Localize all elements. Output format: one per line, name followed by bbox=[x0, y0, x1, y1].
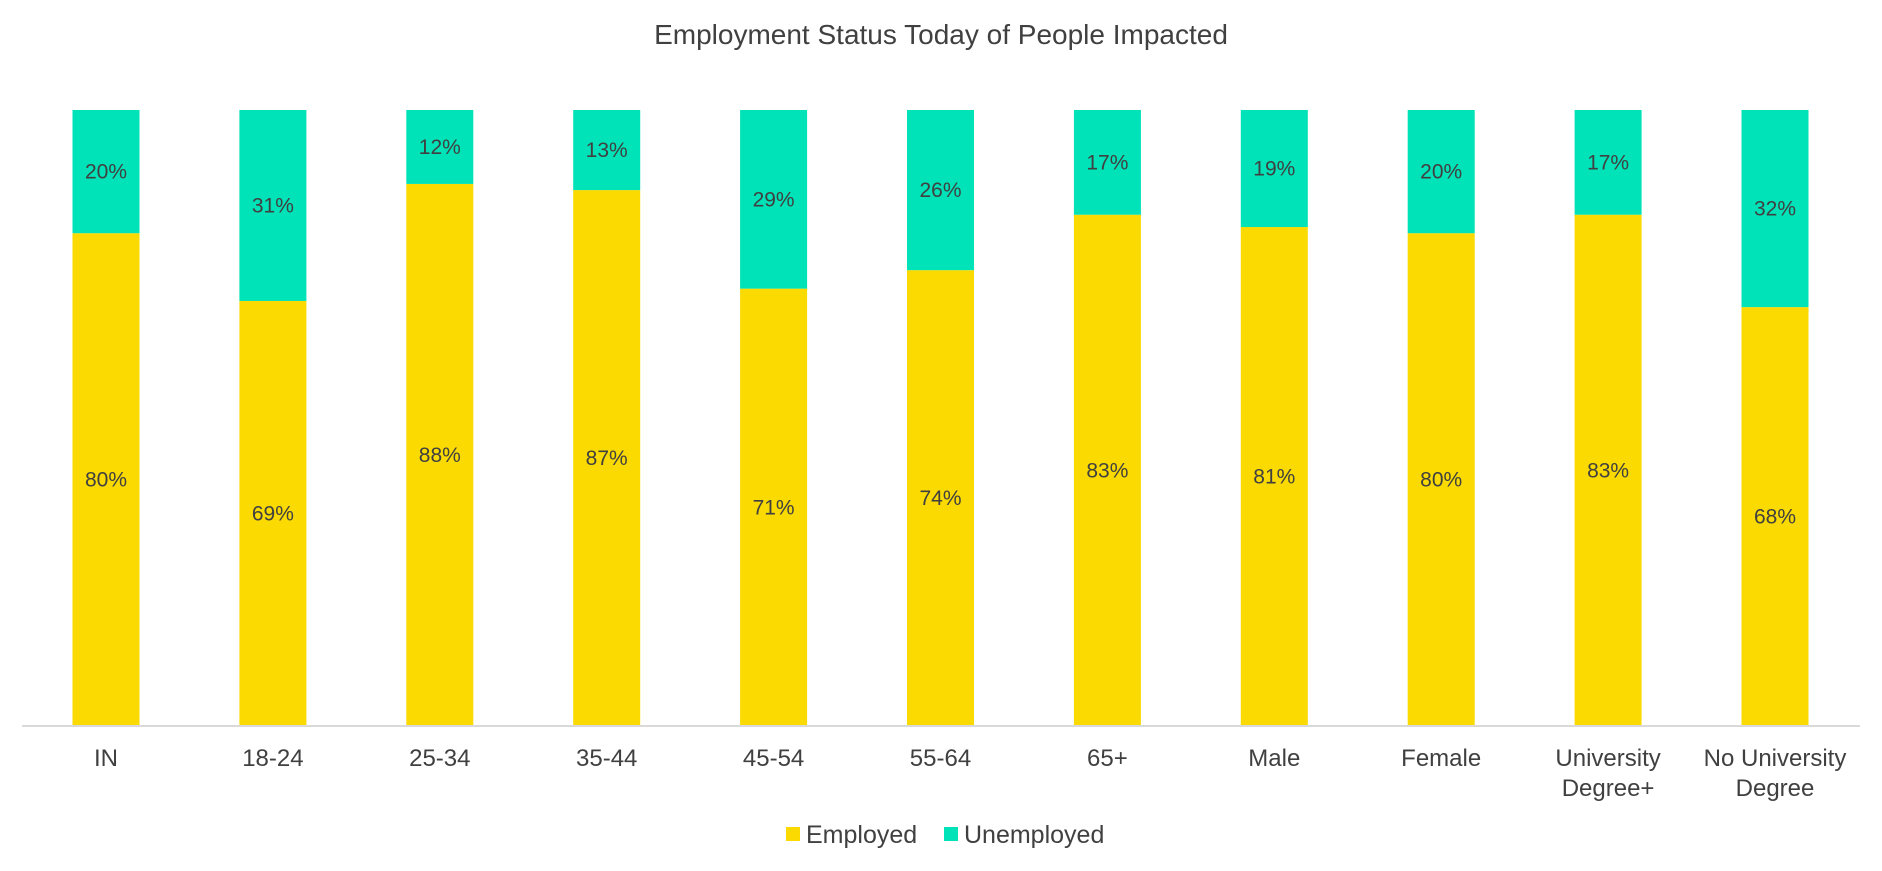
data-label-employed-10: 68% bbox=[1754, 506, 1796, 529]
legend-label-employed: Employed bbox=[806, 821, 917, 849]
data-label-employed-1: 69% bbox=[252, 502, 294, 525]
data-label-employed-3: 87% bbox=[586, 447, 628, 470]
bar-employed-2 bbox=[406, 183, 474, 727]
data-label-unemployed-3: 13% bbox=[586, 139, 628, 162]
x-tick-label-1: 18-24 bbox=[242, 745, 303, 772]
category-labels: IN 18-24 25-34 35-44 45-54 55-64 65+ Male Female… bbox=[94, 745, 1846, 802]
data-label-unemployed-7: 19% bbox=[1253, 158, 1295, 181]
x-tick-label-4: 45-54 bbox=[743, 745, 804, 772]
x-tick-label-6: 65+ bbox=[1087, 745, 1128, 772]
data-label-unemployed-0: 20% bbox=[85, 161, 127, 184]
data-label-unemployed-5: 26% bbox=[919, 179, 961, 202]
bar-employed-9 bbox=[1574, 214, 1642, 726]
data-label-employed-8: 80% bbox=[1420, 469, 1462, 492]
data-label-unemployed-9: 17% bbox=[1587, 151, 1629, 174]
data-label-unemployed-6: 17% bbox=[1086, 151, 1128, 174]
bar-unemployed-7 bbox=[1240, 110, 1308, 228]
bars: 80% 20% 69% 31% 88% 12% 87% 13% 71% 29% 74% 26% 83% 1… bbox=[72, 110, 1809, 727]
data-label-unemployed-4: 29% bbox=[753, 188, 795, 211]
bar-unemployed-4 bbox=[740, 110, 808, 289]
x-tick-label-0: IN bbox=[94, 745, 118, 772]
bar-unemployed-0 bbox=[72, 110, 140, 234]
data-label-employed-6: 83% bbox=[1086, 459, 1128, 482]
data-label-employed-9: 83% bbox=[1587, 459, 1629, 482]
x-tick-label-8: Female bbox=[1401, 745, 1481, 772]
bar-unemployed-1 bbox=[239, 110, 307, 301]
bar-employed-5 bbox=[907, 270, 974, 726]
legend-label-unemployed: Unemployed bbox=[964, 821, 1104, 849]
bar-unemployed-10 bbox=[1741, 110, 1809, 308]
x-tick-label-10: No University bbox=[1704, 745, 1847, 772]
data-label-employed-2: 88% bbox=[419, 444, 461, 467]
data-label-unemployed-2: 12% bbox=[419, 136, 461, 159]
bar-unemployed-5 bbox=[907, 110, 974, 271]
chart-title: Employment Status Today of People Impact… bbox=[654, 19, 1228, 50]
legend-swatch-unemployed bbox=[944, 827, 958, 841]
legend: Employed Unemployed bbox=[786, 821, 1104, 849]
bar-employed-10 bbox=[1741, 307, 1809, 726]
bar-employed-4 bbox=[740, 288, 808, 726]
data-label-unemployed-1: 31% bbox=[252, 194, 294, 217]
x-tick-label-10: Degree bbox=[1736, 775, 1815, 802]
bar-employed-3 bbox=[573, 190, 641, 726]
x-tick-label-7: Male bbox=[1248, 745, 1300, 772]
bar-employed-1 bbox=[239, 300, 307, 726]
data-label-employed-7: 81% bbox=[1253, 466, 1295, 489]
bar-unemployed-8 bbox=[1407, 110, 1475, 234]
bar-employed-6 bbox=[1073, 214, 1141, 726]
bar-unemployed-9 bbox=[1574, 110, 1642, 215]
bar-unemployed-2 bbox=[406, 110, 474, 184]
x-tick-label-2: 25-34 bbox=[409, 745, 470, 772]
data-label-unemployed-8: 20% bbox=[1420, 161, 1462, 184]
bar-unemployed-6 bbox=[1073, 110, 1141, 215]
bar-employed-7 bbox=[1240, 227, 1308, 727]
x-tick-label-5: 55-64 bbox=[910, 745, 971, 772]
data-label-employed-0: 80% bbox=[85, 469, 127, 492]
x-tick-label-9: Degree+ bbox=[1562, 775, 1655, 802]
data-label-employed-4: 71% bbox=[753, 496, 795, 519]
x-tick-label-3: 35-44 bbox=[576, 745, 637, 772]
x-tick-label-9: University bbox=[1555, 745, 1660, 772]
data-label-unemployed-10: 32% bbox=[1754, 198, 1796, 221]
bar-unemployed-3 bbox=[573, 110, 641, 191]
bar-employed-8 bbox=[1407, 233, 1475, 726]
data-label-employed-5: 74% bbox=[919, 487, 961, 510]
legend-swatch-employed bbox=[786, 827, 800, 841]
bar-employed-0 bbox=[72, 233, 140, 726]
